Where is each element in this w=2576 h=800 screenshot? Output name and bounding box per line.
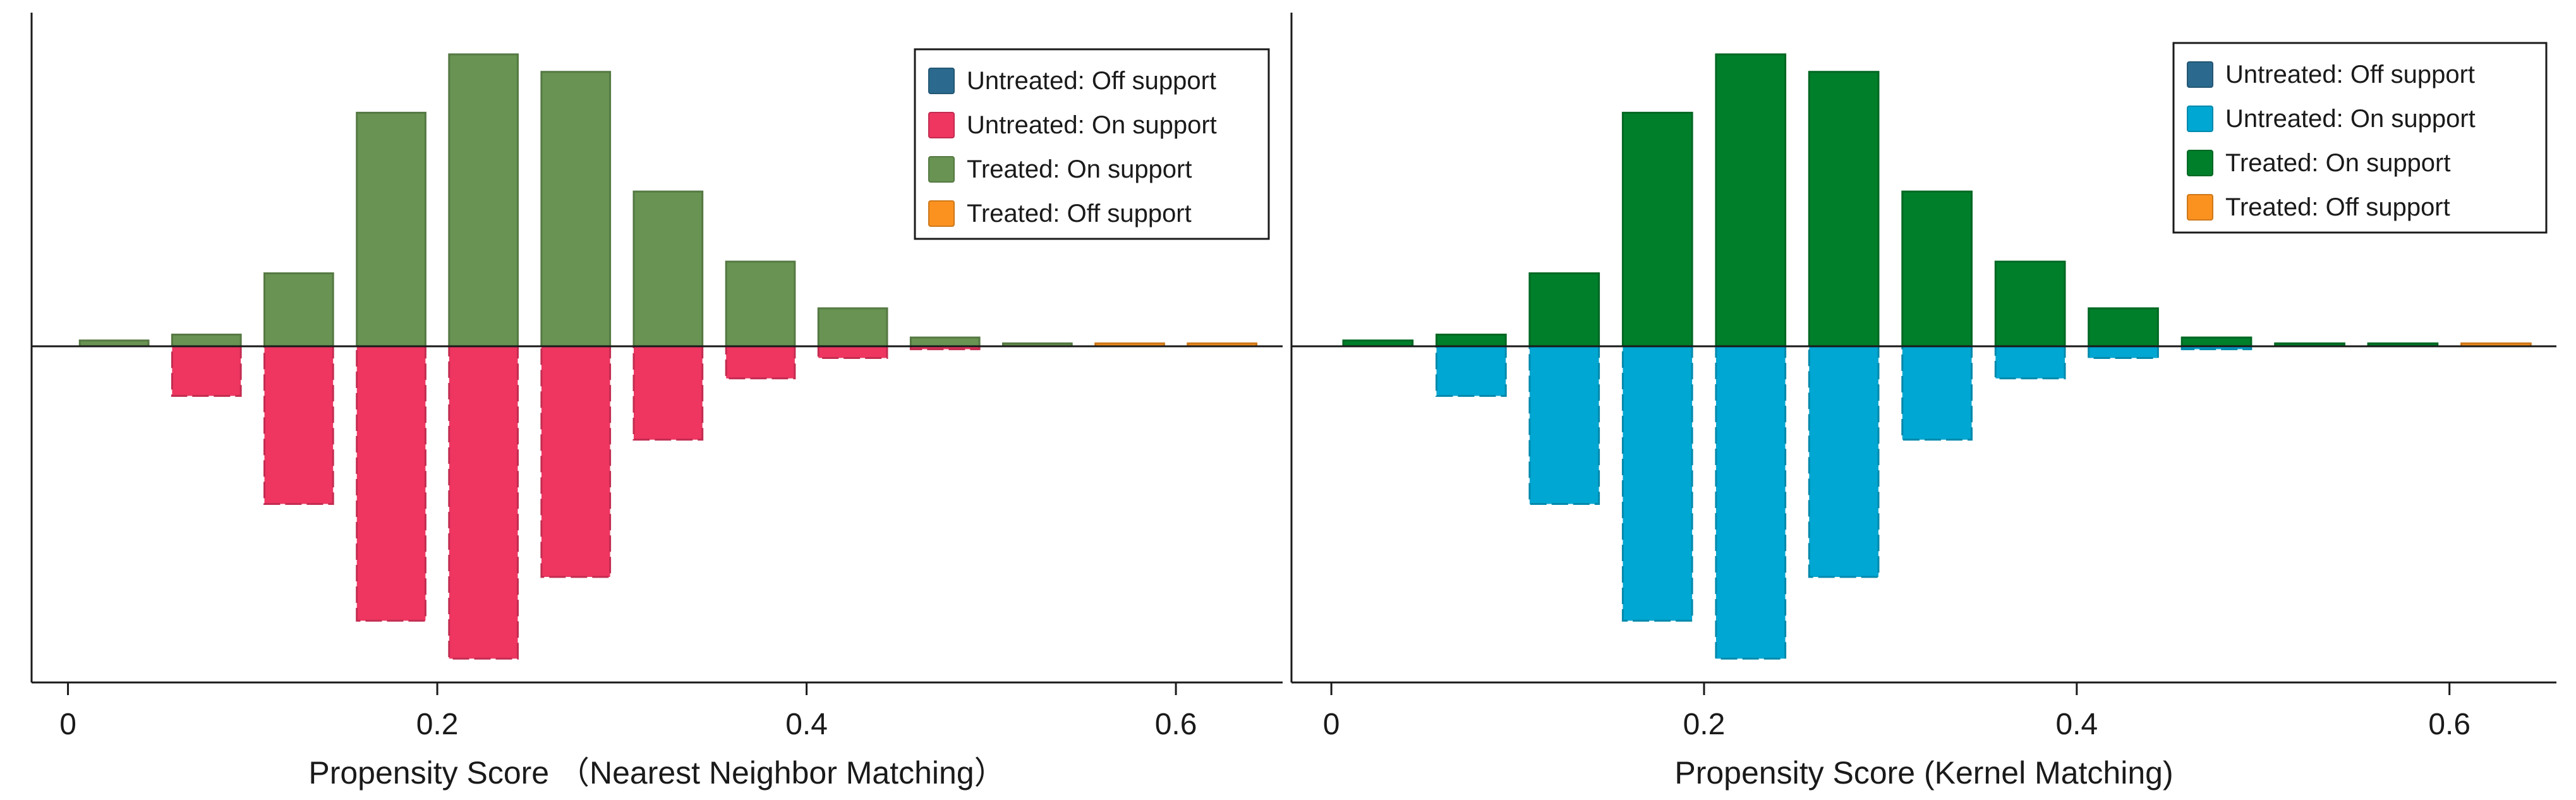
legend-label-treated-on: Treated: On support — [2225, 149, 2450, 177]
legend-swatch-untreated-on — [928, 112, 955, 138]
legend: Untreated: Off support Untreated: On supp… — [914, 48, 1270, 240]
bar-treated-on-5 — [1808, 71, 1880, 348]
bar-treated-on-6 — [632, 190, 704, 348]
bar-untreated-on-2 — [263, 345, 334, 505]
legend-label-treated-on: Treated: On support — [967, 155, 1192, 183]
bar-group — [78, 53, 1258, 660]
legend-label-treated-off: Treated: Off support — [2225, 193, 2450, 221]
bar-treated-on-9 — [2180, 336, 2252, 348]
bar-untreated-on-8 — [2088, 345, 2159, 359]
bar-untreated-on-2 — [1528, 345, 1600, 505]
bar-treated-on-4 — [1715, 53, 1787, 348]
legend-swatch-untreated-off — [2187, 61, 2213, 88]
legend-box — [2172, 42, 2548, 234]
bar-treated-on-3 — [1621, 111, 1693, 348]
bar-untreated-on-3 — [1621, 345, 1693, 622]
x-tick-label: 0.6 — [2428, 708, 2470, 741]
bar-group — [1342, 53, 2532, 660]
legend-swatch-untreated-on — [2187, 106, 2213, 132]
bar-treated-on-8 — [817, 307, 888, 348]
bar-untreated-on-5 — [1808, 345, 1880, 578]
bar-treated-on-3 — [356, 111, 426, 348]
bar-untreated-on-8 — [817, 345, 888, 359]
bar-untreated-on-4 — [448, 345, 519, 660]
bar-treated-on-7 — [725, 260, 796, 348]
legend-swatch-untreated-off — [928, 68, 955, 94]
x-tick-label: 0 — [59, 708, 76, 741]
x-tick-label: 0.4 — [2055, 708, 2098, 741]
bar-untreated-on-6 — [1901, 345, 1973, 441]
bar-treated-on-4 — [448, 53, 519, 348]
bar-treated-on-8 — [2088, 307, 2159, 348]
bar-untreated-on-1 — [1436, 345, 1507, 397]
legend-swatch-treated-on — [2187, 150, 2213, 176]
bar-treated-on-1 — [1436, 334, 1507, 348]
bar-treated-on-2 — [263, 272, 334, 348]
legend: Untreated: Off support Untreated: On supp… — [2172, 42, 2548, 234]
chart-panel-kernel: 0 0.2 0.4 0.6 Propensity Score (Kernel Matc… — [1290, 13, 2556, 791]
x-tick-label: 0.2 — [1683, 708, 1726, 741]
bar-untreated-on-7 — [1994, 345, 2066, 380]
x-tick-label: 0 — [1323, 708, 1340, 741]
bar-treated-on-6 — [1901, 190, 1973, 348]
legend-swatch-treated-on — [928, 156, 955, 183]
legend-label-untreated-on: Untreated: On support — [2225, 105, 2476, 133]
bar-treated-on-9 — [909, 336, 981, 348]
legend-label-untreated-on: Untreated: On support — [967, 111, 1217, 139]
bar-untreated-on-3 — [356, 345, 426, 622]
x-tick-label: 0.4 — [785, 708, 828, 741]
bar-untreated-on-7 — [725, 345, 796, 380]
x-axis-label: Propensity Score (Kernel Matching) — [1674, 755, 2173, 791]
x-tick-group: 0 0.2 0.4 0.6 — [1323, 682, 2470, 741]
legend-box — [914, 48, 1270, 240]
bar-untreated-on-4 — [1715, 345, 1787, 660]
legend-swatch-treated-off — [928, 200, 955, 227]
bar-untreated-on-6 — [632, 345, 704, 441]
bar-untreated-on-1 — [171, 345, 242, 397]
bar-treated-on-7 — [1994, 260, 2066, 348]
x-axis-label: Propensity Score （Nearest Neighbor Match… — [308, 755, 1005, 791]
legend-swatch-treated-off — [2187, 194, 2213, 221]
legend-label-treated-off: Treated: Off support — [967, 200, 1192, 227]
legend-label-untreated-off: Untreated: Off support — [2225, 61, 2475, 88]
bar-treated-on-1 — [171, 334, 242, 348]
x-tick-label: 0.2 — [416, 708, 459, 741]
chart-panel-nearest-neighbor: 0 0.2 0.4 0.6 Propensity Score （Nearest Nei… — [30, 13, 1283, 791]
bar-treated-on-2 — [1528, 272, 1600, 348]
x-tick-label: 0.6 — [1155, 708, 1197, 741]
bar-treated-on-5 — [540, 71, 612, 348]
bar-untreated-on-5 — [540, 345, 612, 578]
x-tick-group: 0 0.2 0.4 0.6 — [59, 682, 1197, 741]
legend-label-untreated-off: Untreated: Off support — [967, 67, 1216, 95]
